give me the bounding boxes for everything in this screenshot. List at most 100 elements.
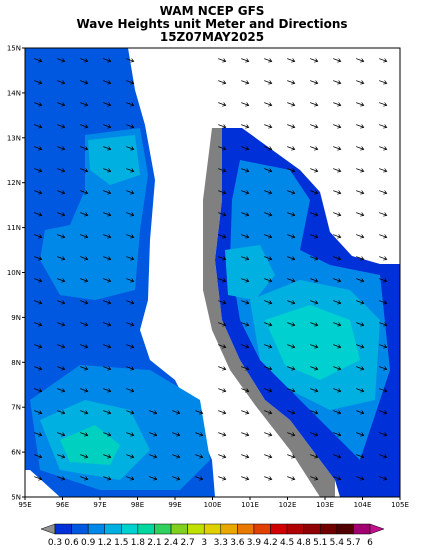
wave-arrow-shape — [356, 80, 365, 85]
wave-arrow — [103, 190, 112, 195]
wave-arrow — [34, 366, 43, 371]
wave-arrow — [287, 102, 296, 107]
wave-arrow — [356, 432, 365, 437]
wave-arrow-shape — [57, 146, 66, 151]
colorbar-box — [336, 523, 354, 535]
wave-arrow — [218, 410, 227, 415]
wave-arrow — [126, 432, 135, 437]
wave-arrow — [218, 344, 227, 349]
wave-arrow-shape — [80, 168, 89, 173]
wave-arrow-shape — [310, 366, 319, 371]
wave-arrow-shape — [287, 454, 296, 459]
wave-arrow-shape — [218, 234, 227, 239]
wave-arrow-shape — [34, 366, 43, 371]
wave-arrow — [333, 388, 342, 393]
wave-arrow — [218, 146, 227, 151]
wave-arrow-shape — [333, 168, 342, 173]
wave-arrow-shape — [310, 102, 319, 107]
wave-arrow-shape — [34, 432, 43, 437]
wave-arrow-shape — [218, 80, 227, 85]
colorbar-label: 2.4 — [164, 538, 179, 548]
wave-arrow-shape — [356, 366, 365, 371]
wave-arrow-shape — [126, 58, 135, 63]
wave-arrow-shape — [80, 344, 89, 349]
wave-arrow — [379, 410, 388, 415]
wave-arrow-shape — [103, 102, 112, 107]
wave-arrow-shape — [287, 410, 296, 415]
wave-arrow — [103, 234, 112, 239]
wave-arrow — [241, 212, 250, 217]
wave-arrow — [195, 410, 204, 415]
wave-arrow — [103, 278, 112, 283]
wave-arrow — [218, 476, 227, 481]
wave-arrow — [333, 168, 342, 173]
wave-arrow-shape — [241, 146, 250, 151]
colorbar-label: 4.8 — [297, 538, 312, 548]
wave-arrow — [57, 212, 66, 217]
wave-arrow-shape — [264, 58, 273, 63]
wave-arrow-shape — [126, 454, 135, 459]
colorbar-box — [270, 523, 288, 535]
wave-arrow-shape — [356, 278, 365, 283]
wave-arrow-shape — [34, 168, 43, 173]
wave-arrow — [103, 124, 112, 129]
wave-arrow-shape — [218, 300, 227, 305]
wave-arrow-shape — [287, 102, 296, 107]
wave-arrow-shape — [356, 124, 365, 129]
wave-arrow-shape — [241, 344, 250, 349]
wave-arrow-shape — [57, 124, 66, 129]
title-line: 15Z07MAY2025 — [160, 30, 264, 44]
wave-arrow — [379, 58, 388, 63]
wave-arrow-shape — [356, 410, 365, 415]
wave-arrow-shape — [241, 410, 250, 415]
wave-arrow-shape — [333, 410, 342, 415]
wave-arrow — [287, 476, 296, 481]
wave-arrow — [287, 80, 296, 85]
wave-arrow-shape — [287, 190, 296, 195]
wave-arrow — [264, 476, 273, 481]
wave-arrow — [149, 454, 158, 459]
wave-arrow — [241, 58, 250, 63]
wave-arrow-shape — [264, 322, 273, 327]
wave-arrow — [126, 58, 135, 63]
wave-arrow-shape — [241, 234, 250, 239]
colorbar-box — [121, 523, 139, 535]
wave-arrow — [172, 410, 181, 415]
wave-arrow-shape — [287, 300, 296, 305]
wave-arrow — [310, 278, 319, 283]
wave-arrow — [34, 388, 43, 393]
wave-arrow — [356, 300, 365, 305]
lat-label: 6N — [11, 449, 21, 457]
wave-arrow-shape — [287, 366, 296, 371]
wave-arrow-shape — [126, 212, 135, 217]
lat-label: 9N — [11, 314, 21, 322]
wave-arrow-shape — [287, 476, 296, 481]
wave-arrow-shape — [379, 190, 388, 195]
wave-arrow-shape — [241, 168, 250, 173]
wave-arrow — [356, 322, 365, 327]
wave-arrow-shape — [195, 454, 204, 459]
lat-label: 15N — [7, 45, 21, 53]
wave-arrow-shape — [126, 476, 135, 481]
wave-arrow — [356, 102, 365, 107]
wave-arrow-shape — [379, 366, 388, 371]
wave-arrow — [80, 58, 89, 63]
wave-arrow — [264, 80, 273, 85]
wave-arrow-shape — [287, 322, 296, 327]
wave-arrow — [195, 454, 204, 459]
wave-arrow-shape — [80, 190, 89, 195]
wave-arrow — [218, 168, 227, 173]
colorbar-label: 3.3 — [214, 538, 228, 548]
wave-arrow-shape — [80, 212, 89, 217]
wave-arrow-shape — [172, 432, 181, 437]
wave-arrow-shape — [379, 454, 388, 459]
colorbar-over — [369, 523, 385, 535]
wave-arrow-shape — [379, 344, 388, 349]
wave-arrow — [126, 256, 135, 261]
wave-arrow — [126, 80, 135, 85]
wave-arrow-shape — [356, 234, 365, 239]
wave-arrow-shape — [126, 234, 135, 239]
wave-arrow-shape — [57, 102, 66, 107]
wave-arrow — [126, 124, 135, 129]
wave-arrow-shape — [333, 300, 342, 305]
